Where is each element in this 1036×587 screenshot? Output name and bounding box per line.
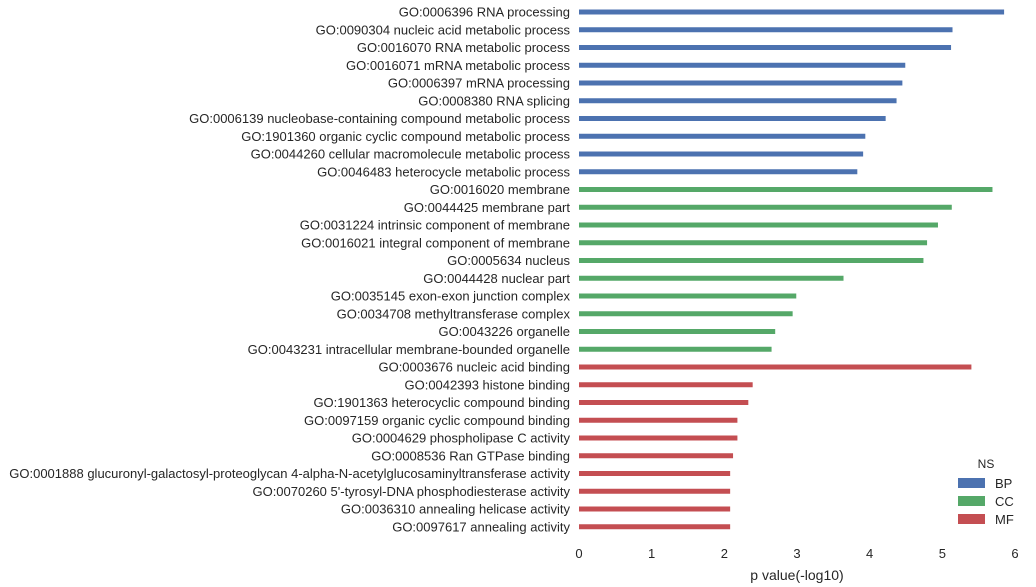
category-label: GO:1901360 organic cyclic compound metab… <box>241 129 570 144</box>
bar <box>579 80 903 86</box>
x-tick-label: 3 <box>793 546 800 561</box>
legend-label: MF <box>995 512 1014 527</box>
bar <box>579 204 952 210</box>
category-label: GO:1901363 heterocyclic compound binding <box>313 395 570 410</box>
bar <box>579 311 793 317</box>
x-tick-label: 5 <box>939 546 946 561</box>
bar <box>579 400 749 405</box>
legend-label: CC <box>995 494 1014 509</box>
category-label: GO:0006397 mRNA processing <box>388 76 570 91</box>
bar <box>579 45 952 50</box>
bar <box>579 417 738 423</box>
category-labels-group: GO:0006396 RNA processing GO:0090304 nucl… <box>9 5 570 535</box>
category-label: GO:0044425 membrane part <box>404 200 571 215</box>
legend-entries: BP CC MF <box>958 476 1014 527</box>
x-tick-label: 0 <box>575 546 582 561</box>
category-label: GO:0016070 RNA metabolic process <box>357 40 571 55</box>
bar <box>579 62 906 68</box>
bar <box>579 506 731 512</box>
bar <box>579 9 1005 15</box>
category-label: GO:0031224 intrinsic component of membra… <box>300 218 570 233</box>
category-label: GO:0036310 annealing helicase activity <box>341 502 571 517</box>
category-label: GO:0006396 RNA processing <box>399 5 570 20</box>
category-label: GO:0005634 nucleus <box>447 253 570 268</box>
bar <box>579 258 924 263</box>
legend: NS BP CC MF <box>958 457 1014 527</box>
bar <box>579 329 776 334</box>
bar <box>579 169 858 175</box>
x-tick-label: 1 <box>648 546 655 561</box>
bar <box>579 133 866 139</box>
category-label: GO:0097617 annealing activity <box>392 519 570 534</box>
legend-swatch <box>958 496 985 506</box>
x-axis-ticks-group: 0 1 2 3 4 5 6 <box>575 546 1018 561</box>
bar <box>579 240 928 246</box>
category-label: GO:0044260 cellular macromolecule metabo… <box>251 147 571 162</box>
x-tick-label: 2 <box>721 546 728 561</box>
bar <box>579 275 844 281</box>
legend-swatch <box>958 514 985 524</box>
category-label: GO:0035145 exon-exon junction complex <box>331 289 571 304</box>
category-label: GO:0034708 methyltransferase complex <box>337 306 571 321</box>
category-label: GO:0043231 intracellular membrane-bounde… <box>248 342 570 357</box>
bar <box>579 293 797 299</box>
bar <box>579 488 731 494</box>
bar <box>579 364 972 370</box>
bar <box>579 151 864 157</box>
bar <box>579 116 886 121</box>
category-label: GO:0070260 5'-tyrosyl-DNA phosphodiester… <box>252 484 570 499</box>
category-label: GO:0016071 mRNA metabolic process <box>346 58 570 73</box>
x-tick-label: 4 <box>866 546 873 561</box>
bar <box>579 222 938 228</box>
category-label: GO:0004629 phospholipase C activity <box>352 431 571 446</box>
bars-group <box>579 9 1005 530</box>
category-label: GO:0097159 organic cyclic compound bindi… <box>304 413 570 428</box>
bar <box>579 382 753 388</box>
legend-title: NS <box>978 457 995 471</box>
category-label: GO:0043226 organelle <box>438 324 570 339</box>
category-label: GO:0008380 RNA splicing <box>418 93 570 108</box>
category-label: GO:0016020 membrane <box>430 182 570 197</box>
category-label: GO:0016021 integral component of membran… <box>301 235 570 250</box>
category-label: GO:0046483 heterocycle metabolic process <box>317 164 570 179</box>
bar <box>579 471 731 476</box>
category-label: GO:0042393 histone binding <box>404 377 570 392</box>
bar <box>579 98 897 104</box>
x-axis-title: p value(-log10) <box>750 567 843 583</box>
category-label: GO:0008536 Ran GTPase binding <box>371 448 570 463</box>
bar <box>579 27 953 33</box>
x-tick-label: 6 <box>1011 546 1018 561</box>
bar <box>579 435 738 441</box>
bar <box>579 524 731 530</box>
legend-swatch <box>958 478 985 488</box>
bar <box>579 453 734 459</box>
category-label: GO:0044428 nuclear part <box>423 271 570 286</box>
bar <box>579 187 993 192</box>
bar <box>579 346 772 352</box>
category-label: GO:0001888 glucuronyl-galactosyl-proteog… <box>9 466 570 481</box>
category-label: GO:0090304 nucleic acid metabolic proces… <box>316 22 571 37</box>
legend-label: BP <box>995 476 1012 491</box>
category-label: GO:0006139 nucleobase-containing compoun… <box>189 111 570 126</box>
category-label: GO:0003676 nucleic acid binding <box>378 360 570 375</box>
